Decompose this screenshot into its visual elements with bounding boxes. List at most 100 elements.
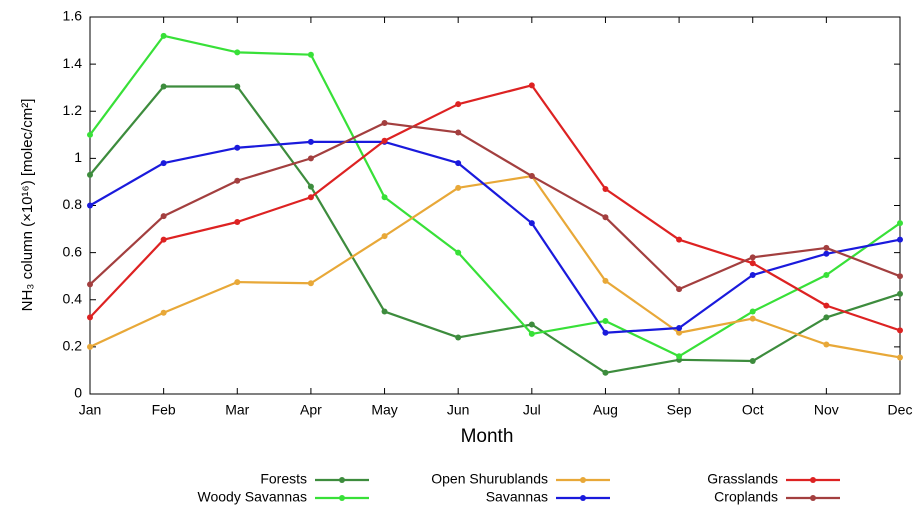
x-tick-label: Dec	[888, 402, 913, 418]
data-point	[602, 317, 609, 324]
data-point	[528, 220, 535, 227]
data-point	[602, 369, 609, 376]
data-point	[307, 138, 314, 145]
data-point	[676, 286, 683, 293]
x-tick-label: Aug	[593, 402, 618, 418]
legend-marker	[580, 477, 586, 483]
data-point	[749, 315, 756, 322]
legend-marker	[810, 495, 816, 501]
data-point	[381, 120, 388, 127]
data-point	[234, 218, 241, 225]
data-point	[307, 51, 314, 58]
data-point	[381, 233, 388, 240]
x-tick-label: Feb	[152, 402, 176, 418]
data-point	[307, 183, 314, 190]
data-point	[87, 343, 93, 350]
data-point	[602, 186, 609, 193]
data-point	[87, 314, 93, 321]
y-tick-label: 1	[74, 149, 82, 165]
data-point	[897, 236, 903, 243]
legend-marker	[580, 495, 586, 501]
series-line	[89, 34, 901, 358]
legend-label: Savannas	[486, 489, 548, 505]
data-point	[676, 236, 683, 243]
legend-label: Grasslands	[707, 471, 778, 487]
data-point	[381, 308, 388, 315]
data-point	[455, 249, 462, 256]
data-point	[87, 281, 93, 288]
data-point	[749, 260, 756, 267]
data-point	[234, 279, 241, 286]
legend-marker	[810, 477, 816, 483]
data-point	[528, 173, 535, 180]
data-point	[676, 353, 683, 360]
y-tick-label: 0.4	[63, 290, 83, 306]
x-tick-label: Jan	[79, 402, 102, 418]
data-point	[160, 32, 167, 39]
x-tick-label: May	[371, 402, 397, 418]
data-point	[455, 334, 462, 341]
x-tick-label: Jun	[447, 402, 470, 418]
data-point	[823, 302, 830, 309]
data-point	[528, 82, 535, 89]
data-point	[676, 329, 683, 336]
data-point	[602, 277, 609, 284]
data-point	[455, 160, 462, 167]
series-line	[89, 85, 901, 374]
data-point	[676, 325, 683, 332]
data-point	[455, 129, 462, 136]
data-point	[823, 250, 830, 257]
data-point	[823, 341, 830, 348]
y-axis-title: NH₃ column (×10¹⁶) [molec/cm²]	[19, 99, 36, 312]
legend-marker	[339, 495, 345, 501]
data-point	[749, 308, 756, 315]
data-point	[234, 49, 241, 56]
data-point	[602, 329, 609, 336]
y-tick-label: 0.6	[63, 243, 83, 259]
series-line	[89, 140, 901, 334]
data-point	[749, 358, 756, 365]
data-point	[307, 155, 314, 162]
y-tick-label: 0	[74, 385, 82, 401]
data-point	[87, 202, 93, 209]
legend-label: Woody Savannas	[198, 489, 307, 505]
data-point	[749, 272, 756, 279]
data-point	[528, 330, 535, 337]
data-point	[897, 327, 903, 334]
y-tick-label: 0.8	[63, 196, 83, 212]
y-tick-label: 1.6	[63, 8, 83, 24]
x-tick-label: Jul	[523, 402, 541, 418]
data-point	[897, 290, 903, 297]
data-point	[897, 273, 903, 280]
data-point	[455, 101, 462, 108]
data-point	[160, 83, 167, 90]
data-point	[897, 220, 903, 227]
x-tick-label: Sep	[667, 402, 692, 418]
data-point	[307, 194, 314, 201]
series-line	[89, 84, 901, 332]
data-point	[823, 244, 830, 251]
legend-label: Open Shurublands	[431, 471, 548, 487]
data-point	[823, 272, 830, 279]
data-point	[602, 214, 609, 221]
data-point	[234, 177, 241, 184]
data-point	[87, 131, 93, 138]
data-point	[749, 254, 756, 261]
data-point	[381, 194, 388, 201]
data-point	[234, 83, 241, 90]
legend-label: Croplands	[714, 489, 778, 505]
data-point	[897, 354, 903, 361]
data-point	[87, 171, 93, 178]
data-point	[381, 137, 388, 144]
x-tick-label: Apr	[300, 402, 322, 418]
x-tick-label: Oct	[742, 402, 764, 418]
data-point	[307, 280, 314, 287]
series-line	[89, 174, 901, 359]
legend-label: Forests	[260, 471, 307, 487]
series-line	[89, 121, 901, 291]
data-point	[160, 160, 167, 167]
data-point	[160, 309, 167, 316]
plot-frame	[89, 16, 901, 395]
x-tick-label: Nov	[814, 402, 839, 418]
